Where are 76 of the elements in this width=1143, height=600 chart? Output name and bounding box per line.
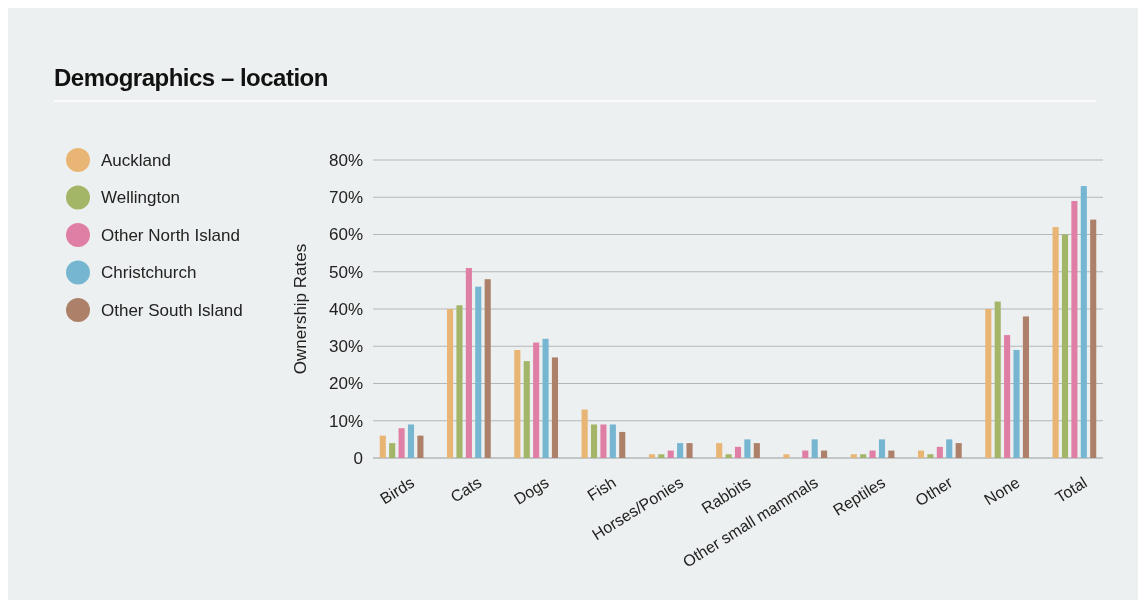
- bar: [1080, 186, 1087, 458]
- bar: [734, 446, 742, 458]
- x-tick-label: Birds: [377, 473, 418, 508]
- bar: [1052, 227, 1059, 458]
- bar: [686, 443, 693, 458]
- bar: [744, 439, 751, 458]
- bar: [936, 446, 943, 458]
- chart-title: Demographics – location: [54, 64, 328, 91]
- y-tick-label: 30%: [328, 337, 363, 357]
- bar: [994, 301, 1001, 458]
- bar: [802, 450, 809, 458]
- bar: [398, 428, 405, 458]
- bar: [533, 342, 540, 458]
- bar: [551, 357, 559, 458]
- bar: [946, 439, 953, 458]
- bar: [878, 439, 886, 458]
- bar: [407, 424, 415, 458]
- bar: [619, 431, 626, 458]
- legend-label: Auckland: [101, 150, 171, 170]
- bar: [1061, 234, 1069, 458]
- bar: [667, 450, 674, 458]
- y-tick-label: 80%: [328, 150, 363, 170]
- x-tick-label: Dogs: [510, 473, 552, 508]
- bar: [888, 450, 895, 458]
- bar: [484, 279, 491, 458]
- bar: [514, 349, 521, 458]
- y-tick-label: 50%: [328, 262, 363, 282]
- bar: [542, 338, 549, 458]
- bar: [811, 439, 818, 458]
- y-tick-label: 60%: [328, 225, 363, 245]
- bar: [581, 409, 588, 458]
- bar: [609, 424, 616, 458]
- legend-label: Other North Island: [101, 225, 240, 245]
- bar: [1022, 316, 1029, 458]
- bar: [850, 454, 857, 458]
- bar: [869, 450, 876, 458]
- bar: [417, 435, 424, 458]
- bar: [1013, 349, 1020, 458]
- bar: [475, 286, 482, 458]
- bar: [783, 454, 790, 458]
- bar: [389, 443, 396, 458]
- legend-label: Other South Island: [101, 300, 243, 320]
- bar: [1071, 200, 1078, 458]
- x-tick-label: None: [981, 473, 1023, 509]
- bar: [465, 268, 472, 458]
- y-tick-label: 70%: [328, 188, 363, 208]
- bar: [1004, 335, 1011, 458]
- bar: [725, 454, 732, 458]
- bar: [955, 443, 962, 458]
- bar: [716, 443, 723, 458]
- bar: [523, 361, 530, 458]
- bar: [590, 424, 598, 458]
- y-tick-label: 0: [353, 448, 363, 468]
- bar: [821, 450, 828, 458]
- bar: [1090, 219, 1097, 458]
- x-tick-label: Cats: [447, 473, 485, 506]
- bar: [985, 309, 992, 458]
- bar: [600, 424, 607, 458]
- bar: [379, 435, 386, 458]
- bar: [658, 454, 665, 458]
- y-axis-title: Ownership Rates: [291, 243, 310, 375]
- x-tick-label: Other: [912, 473, 956, 510]
- bar: [927, 454, 934, 458]
- bar: [447, 309, 454, 458]
- legend-label: Christchurch: [101, 263, 197, 283]
- x-tick-label: Total: [1052, 473, 1090, 506]
- y-tick-label: 20%: [328, 374, 363, 394]
- bar: [860, 454, 867, 458]
- y-tick-label: 40%: [328, 299, 363, 319]
- bar: [677, 443, 684, 458]
- bar: [648, 454, 655, 458]
- y-tick-label: 10%: [328, 411, 363, 431]
- bar: [917, 450, 925, 458]
- legend-label: Wellington: [101, 188, 181, 208]
- bar: [456, 305, 463, 458]
- bar: [753, 443, 760, 458]
